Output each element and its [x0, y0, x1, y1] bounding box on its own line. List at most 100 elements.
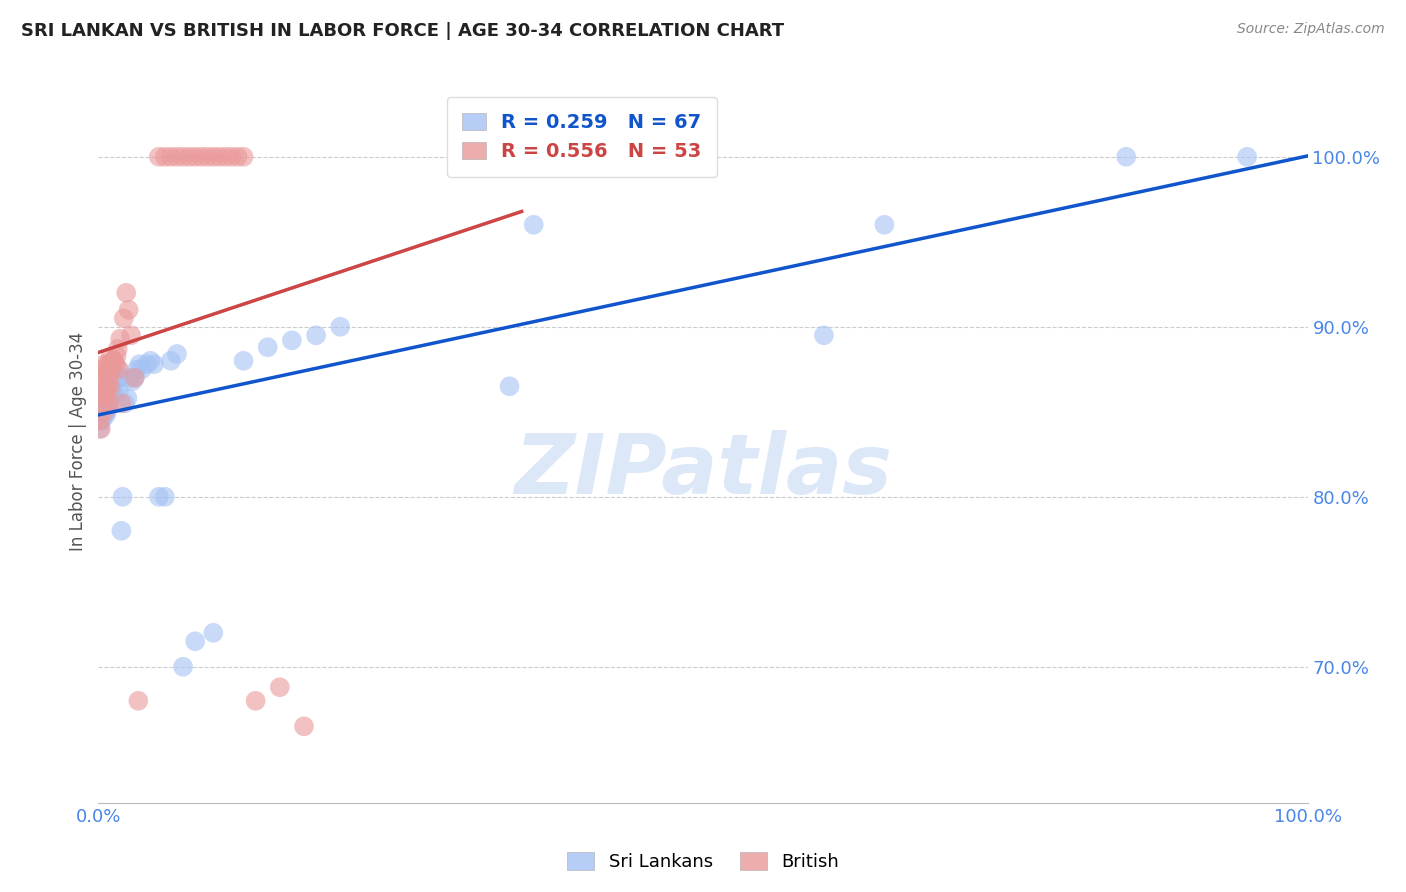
Point — [103, 388, 125, 402]
Point — [93, 405, 115, 419]
Point — [172, 660, 194, 674]
Point — [90, 422, 112, 436]
Point — [160, 353, 183, 368]
Point — [91, 405, 114, 419]
Point — [131, 362, 153, 376]
Point — [110, 396, 132, 410]
Point — [214, 150, 236, 164]
Point — [91, 405, 114, 419]
Point — [1115, 150, 1137, 164]
Point — [91, 396, 114, 410]
Point — [89, 413, 111, 427]
Point — [127, 362, 149, 376]
Text: ZIPatlas: ZIPatlas — [515, 430, 891, 511]
Point — [148, 150, 170, 164]
Point — [93, 396, 115, 410]
Point — [135, 357, 157, 371]
Point — [90, 388, 112, 402]
Point — [108, 332, 131, 346]
Point — [100, 379, 122, 393]
Point — [97, 384, 120, 399]
Point — [103, 353, 125, 368]
Point — [96, 391, 118, 405]
Point — [100, 371, 122, 385]
Point — [202, 625, 225, 640]
Point — [166, 347, 188, 361]
Point — [120, 328, 142, 343]
Point — [90, 396, 112, 410]
Point — [107, 342, 129, 356]
Point — [96, 396, 118, 410]
Point — [873, 218, 896, 232]
Point — [89, 388, 111, 402]
Point — [89, 396, 111, 410]
Point — [103, 379, 125, 393]
Point — [91, 413, 114, 427]
Point — [128, 357, 150, 371]
Point — [184, 634, 207, 648]
Point — [93, 388, 115, 402]
Point — [100, 351, 122, 365]
Point — [117, 391, 139, 405]
Point — [104, 357, 127, 371]
Point — [143, 357, 166, 371]
Point — [208, 150, 231, 164]
Point — [221, 150, 243, 164]
Point — [90, 413, 112, 427]
Point — [305, 328, 328, 343]
Point — [813, 328, 835, 343]
Point — [269, 680, 291, 694]
Point — [153, 150, 176, 164]
Point — [281, 334, 304, 348]
Point — [91, 362, 114, 376]
Point — [100, 362, 122, 376]
Point — [94, 371, 117, 385]
Point — [108, 371, 131, 385]
Point — [97, 396, 120, 410]
Point — [101, 371, 124, 385]
Point — [98, 396, 121, 410]
Point — [100, 379, 122, 393]
Point — [110, 524, 132, 538]
Point — [153, 490, 176, 504]
Point — [121, 374, 143, 388]
Point — [1236, 150, 1258, 164]
Point — [232, 353, 254, 368]
Point — [93, 405, 115, 419]
Point — [256, 340, 278, 354]
Point — [93, 357, 115, 371]
Point — [91, 371, 114, 385]
Point — [94, 396, 117, 410]
Point — [172, 150, 194, 164]
Point — [98, 396, 121, 410]
Point — [114, 396, 136, 410]
Point — [107, 362, 129, 376]
Point — [91, 388, 114, 402]
Point — [98, 371, 121, 385]
Text: SRI LANKAN VS BRITISH IN LABOR FORCE | AGE 30-34 CORRELATION CHART: SRI LANKAN VS BRITISH IN LABOR FORCE | A… — [21, 22, 785, 40]
Point — [91, 391, 114, 405]
Point — [127, 694, 149, 708]
Point — [111, 490, 134, 504]
Point — [100, 391, 122, 405]
Point — [100, 379, 122, 393]
Point — [184, 150, 207, 164]
Point — [91, 388, 114, 402]
Point — [96, 405, 118, 419]
Point — [190, 150, 212, 164]
Point — [97, 379, 120, 393]
Point — [139, 353, 162, 368]
Point — [97, 357, 120, 371]
Point — [124, 371, 146, 385]
Point — [232, 150, 254, 164]
Point — [226, 150, 249, 164]
Point — [108, 384, 131, 399]
Point — [108, 362, 131, 376]
Point — [179, 150, 201, 164]
Point — [245, 694, 267, 708]
Point — [124, 371, 146, 385]
Point — [96, 362, 118, 376]
Point — [292, 719, 315, 733]
Point — [94, 384, 117, 399]
Point — [329, 319, 352, 334]
